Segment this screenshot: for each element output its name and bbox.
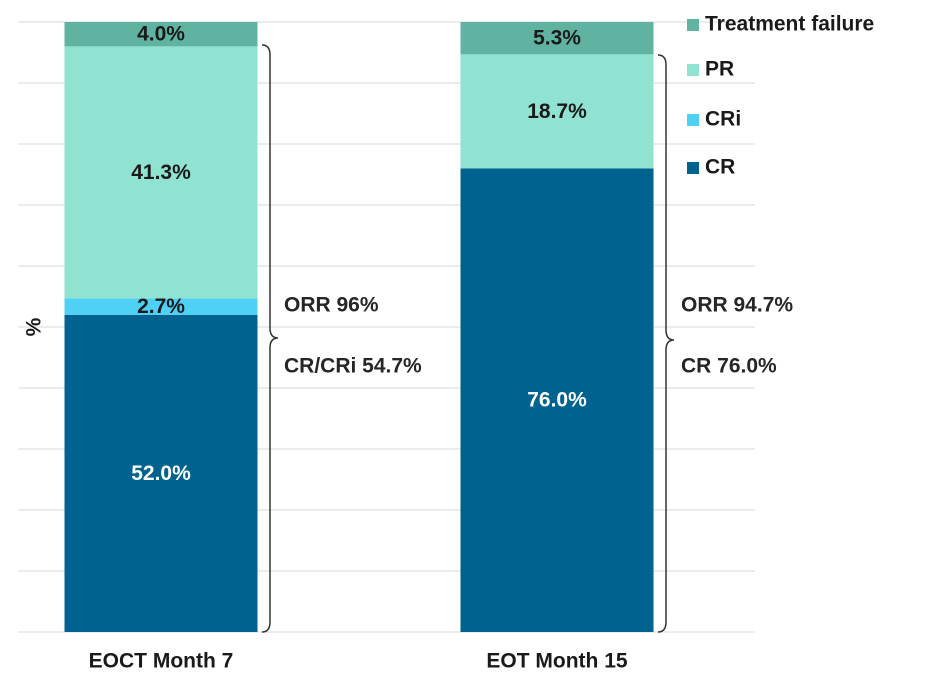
bar-segment [64, 298, 258, 315]
legend-label: CRi [705, 108, 741, 131]
bracket [261, 44, 279, 633]
annotation: CR 76.0% [681, 355, 777, 378]
legend-swatch [687, 162, 699, 174]
bar-segment [460, 22, 654, 55]
legend-label: CR [705, 156, 735, 179]
value-label: 18.7% [527, 100, 587, 123]
bar-segment [64, 314, 258, 632]
plot: EOCT Month 7 52.0% 2.7% 41.3% 4.0% EOT Month … [64, 13, 874, 673]
value-label: 52.0% [131, 462, 191, 485]
y-axis-label: % [23, 317, 46, 336]
annotation: CR/CRi 54.7% [284, 355, 422, 378]
bar-segment [460, 54, 654, 169]
annotation: ORR 96% [284, 294, 379, 317]
x-tick-label: EOCT Month 7 [89, 650, 234, 673]
bar-segment [64, 46, 258, 299]
value-label: 2.7% [137, 295, 185, 318]
x-tick-label: EOT Month 15 [486, 650, 627, 673]
legend-swatch [687, 19, 699, 31]
bar-segment [460, 168, 654, 632]
value-label: 76.0% [527, 389, 587, 412]
legend-swatch [687, 64, 699, 76]
bracket [657, 54, 675, 633]
value-label: 41.3% [131, 161, 191, 184]
legend-label: Treatment failure [705, 13, 874, 36]
bar-segment [64, 22, 258, 47]
legend-label: PR [705, 58, 734, 81]
value-label: 4.0% [137, 23, 185, 46]
legend-swatch [687, 114, 699, 126]
annotation: ORR 94.7% [681, 294, 793, 317]
value-label: 5.3% [533, 27, 581, 50]
